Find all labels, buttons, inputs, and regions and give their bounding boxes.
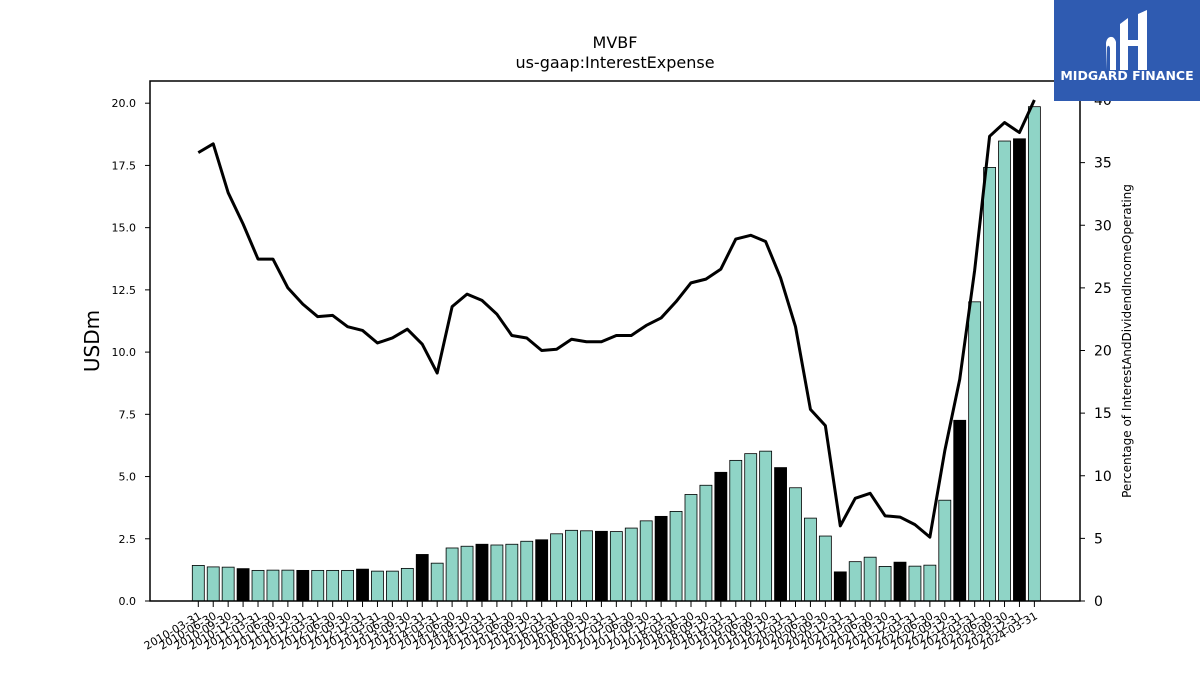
bar-2018-09-30	[699, 484, 713, 602]
bar-2014-09-30	[460, 545, 474, 602]
chart-title: MVBF	[593, 33, 638, 52]
bar-2011-03-31	[251, 569, 265, 602]
bar-2022-12-31	[953, 419, 967, 602]
bar-2017-06-30	[624, 527, 638, 602]
bar-2010-06-30	[206, 566, 220, 602]
y-tick-label: 10.0	[112, 346, 137, 359]
y-tick-label: 5.0	[119, 471, 137, 484]
y-tick-label: 15.0	[112, 222, 137, 235]
y-right-tick-label: 30	[1094, 218, 1112, 234]
y-right-tick-label: 35	[1094, 156, 1112, 172]
y-right-tick-label: 5	[1094, 531, 1103, 547]
bar-2012-03-31	[311, 569, 325, 602]
bar-2021-12-31	[893, 561, 907, 602]
bar-2023-06-30	[983, 167, 996, 602]
bar-2019-09-30	[759, 450, 773, 602]
bar-2014-06-30	[445, 547, 459, 602]
y-right-tick-label: 25	[1094, 281, 1112, 297]
y-tick-label: 7.5	[119, 408, 137, 421]
bar-2016-06-30	[565, 529, 578, 602]
bar-2014-12-31	[475, 543, 489, 602]
bar-2010-09-30	[221, 566, 235, 602]
bar-2023-09-30	[998, 140, 1011, 602]
chart-subtitle: us-gaap:InterestExpense	[515, 53, 714, 72]
logo-mark-icon	[1106, 10, 1147, 70]
bar-2015-06-30	[505, 543, 519, 602]
brand-logo: MIDGARD FINANCE	[1054, 0, 1200, 101]
axes: 0.0 2.5 5.0 7.5 10.0 12.5 15.0 17.5 20.0 0 5 10 15 20…	[112, 80, 1112, 653]
line-percentage	[197, 99, 1036, 539]
bar-2015-03-31	[490, 544, 504, 602]
y-right-tick-label: 15	[1094, 406, 1112, 422]
y-tick-label: 12.5	[112, 284, 137, 297]
bar-2020-09-30	[818, 535, 832, 602]
bar-2016-03-31	[550, 533, 564, 602]
bar-2020-12-31	[833, 571, 847, 602]
bar-2016-12-31	[595, 530, 608, 602]
bar-2019-06-30	[744, 453, 758, 602]
y-tick-label: 2.5	[119, 533, 137, 546]
line-series	[197, 99, 1036, 539]
y-right-tick-label: 10	[1094, 469, 1112, 485]
bar-2022-09-30	[938, 499, 952, 602]
bar-2010-12-31	[236, 568, 250, 602]
bar-2021-03-31	[848, 561, 862, 602]
bar-series	[191, 106, 1041, 602]
bar-2018-12-31	[714, 471, 728, 602]
bar-2012-12-31	[356, 568, 369, 602]
bar-2015-09-30	[520, 540, 534, 602]
y-tick-label: 0.0	[119, 595, 137, 608]
bar-2023-12-31	[1013, 138, 1026, 602]
bar-2020-06-30	[804, 517, 817, 602]
bar-2022-06-30	[923, 564, 937, 602]
bar-2013-09-30	[400, 567, 414, 602]
bar-2013-03-31	[371, 570, 384, 602]
y-axis-right-label: Percentage of InterestAndDividendIncomeO…	[1120, 184, 1134, 498]
bar-2021-09-30	[878, 566, 892, 602]
y-tick-label: 20.0	[112, 97, 137, 110]
bar-2012-09-30	[341, 569, 355, 602]
bar-2018-06-30	[684, 494, 698, 602]
bar-2017-09-30	[639, 520, 653, 602]
bar-2024-03-31	[1027, 106, 1041, 602]
y-right-tick-label: 0	[1094, 594, 1103, 610]
bar-2017-12-31	[654, 515, 668, 602]
bar-2022-03-31	[908, 565, 922, 602]
y-axis-label: USDm	[80, 310, 104, 372]
bar-2013-12-31	[415, 554, 429, 602]
bar-2011-09-30	[281, 569, 295, 602]
bar-2013-06-30	[385, 570, 399, 602]
bar-2019-12-31	[774, 467, 787, 602]
bar-2016-09-30	[580, 530, 593, 602]
bar-2015-12-31	[535, 539, 549, 602]
bar-2020-03-31	[789, 487, 802, 602]
bar-2010-03-31	[191, 565, 205, 602]
bar-2012-06-30	[326, 569, 340, 602]
bar-2017-03-31	[609, 531, 623, 602]
bar-2011-12-31	[296, 569, 310, 602]
plot-frame	[149, 80, 1081, 602]
bar-2014-03-31	[430, 562, 444, 602]
y-tick-label: 17.5	[112, 159, 137, 172]
bar-2023-03-31	[968, 301, 982, 602]
bar-2011-06-30	[266, 569, 280, 602]
bar-2021-06-30	[863, 556, 877, 602]
bar-2019-03-31	[729, 459, 743, 602]
logo-text: MIDGARD FINANCE	[1060, 68, 1194, 83]
bar-2018-03-31	[669, 510, 683, 602]
y-right-tick-label: 20	[1094, 344, 1112, 360]
